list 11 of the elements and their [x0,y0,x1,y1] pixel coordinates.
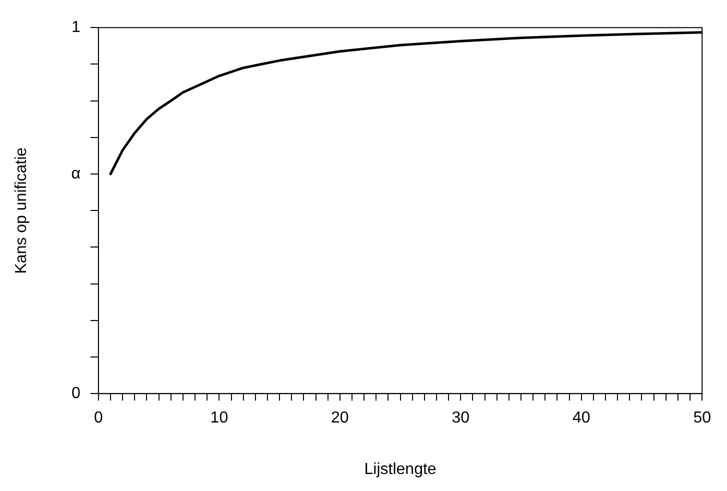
x-tick-label: 0 [94,410,103,427]
y-axis-title: Kans op unificatie [13,147,30,274]
x-tick-label: 20 [331,410,349,427]
x-tick-label: 40 [572,410,590,427]
x-axis-title: Lijstlengte [364,460,436,478]
y-tick-label: 1 [72,19,81,36]
x-tick-label: 30 [452,410,470,427]
y-tick-label: α [71,165,80,182]
x-tick-label: 50 [693,410,712,427]
y-tick-label: 0 [72,385,81,402]
x-tick-label: 10 [210,410,228,427]
